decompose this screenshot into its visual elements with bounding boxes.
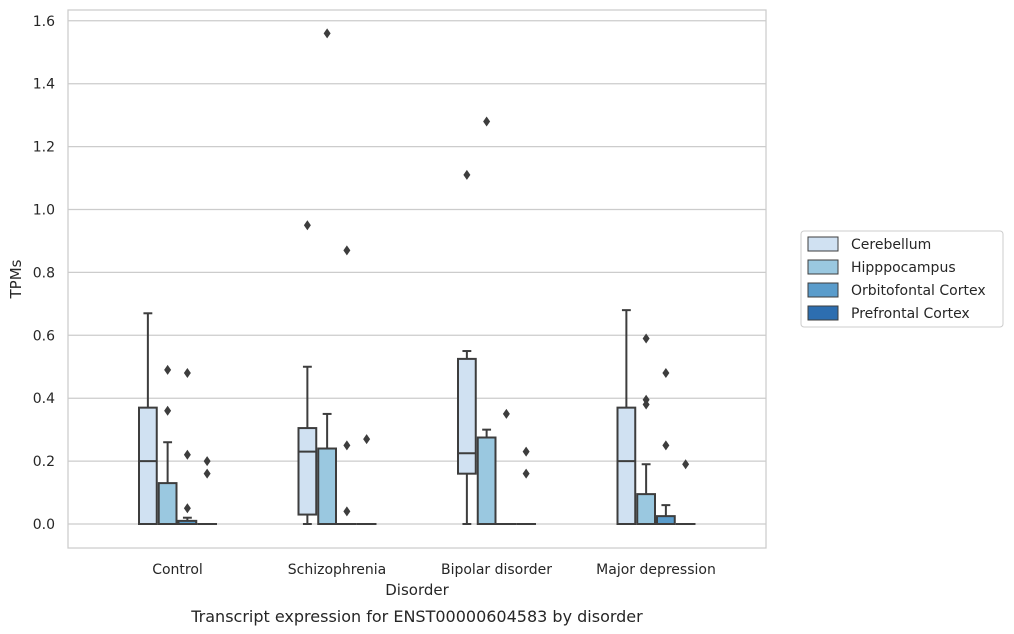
x-tick-label: Bipolar disorder bbox=[441, 562, 552, 578]
y-axis-ticks: 0.0 0.2 0.4 0.6 0.8 1.0 1.2 1.4 1.6 bbox=[33, 14, 55, 533]
box-group bbox=[356, 434, 377, 526]
outlier-point bbox=[483, 116, 491, 127]
outlier-point bbox=[183, 368, 191, 379]
y-tick-label: 1.2 bbox=[33, 140, 55, 156]
box-group bbox=[476, 116, 497, 526]
outlier-point bbox=[463, 169, 471, 180]
outlier-point bbox=[303, 220, 311, 231]
legend-swatch bbox=[807, 259, 839, 275]
outlier-point bbox=[502, 408, 510, 419]
box-group bbox=[675, 459, 696, 526]
box bbox=[656, 515, 676, 526]
box-group bbox=[197, 456, 217, 526]
x-axis-ticks: Control Schizophrenia Bipolar disorder Majo… bbox=[152, 562, 716, 578]
y-tick-label: 1.6 bbox=[33, 14, 55, 30]
outlier-point bbox=[183, 449, 191, 460]
outlier-point bbox=[343, 245, 351, 256]
outlier-point bbox=[363, 434, 371, 445]
outlier-point bbox=[662, 440, 670, 451]
box-plot-marks bbox=[138, 28, 696, 526]
box-group bbox=[516, 446, 536, 526]
outlier-point bbox=[343, 440, 351, 451]
y-tick-label: 0.4 bbox=[33, 391, 55, 407]
x-axis-label: Disorder bbox=[385, 581, 449, 599]
outlier-point bbox=[522, 446, 530, 457]
box bbox=[317, 447, 337, 525]
x-tick-label: Schizophrenia bbox=[288, 562, 386, 578]
outlier-point bbox=[164, 405, 172, 416]
outlier-point bbox=[343, 506, 351, 517]
gridlines bbox=[68, 20, 766, 525]
y-tick-label: 0.0 bbox=[33, 517, 55, 533]
outlier-point bbox=[682, 459, 690, 470]
outlier-point bbox=[323, 28, 331, 39]
y-axis-label: TPMs bbox=[7, 259, 25, 299]
box bbox=[476, 436, 497, 526]
box bbox=[138, 406, 158, 526]
box-group bbox=[297, 220, 318, 525]
legend-entry: Cerebellum bbox=[851, 237, 931, 253]
legend-swatch bbox=[807, 282, 839, 298]
chart-caption: Transcript expression for ENST0000060458… bbox=[190, 607, 643, 626]
box-group bbox=[317, 28, 337, 525]
outlier-point bbox=[183, 503, 191, 514]
y-tick-label: 1.4 bbox=[33, 77, 55, 93]
legend-entry: Prefrontal Cortex bbox=[851, 306, 970, 322]
outlier-point bbox=[662, 368, 670, 379]
y-tick-label: 0.6 bbox=[33, 328, 55, 344]
y-tick-label: 0.2 bbox=[33, 454, 55, 470]
legend-entry: Orbitofontal Cortex bbox=[851, 283, 986, 299]
box-group bbox=[177, 368, 198, 525]
box bbox=[157, 482, 178, 525]
y-tick-label: 0.8 bbox=[33, 265, 55, 281]
x-tick-label: Control bbox=[152, 562, 203, 578]
box-group bbox=[636, 333, 656, 525]
outlier-point bbox=[164, 364, 172, 375]
box bbox=[297, 427, 318, 516]
outlier-point bbox=[642, 399, 650, 410]
box bbox=[636, 493, 656, 525]
box-group bbox=[496, 408, 517, 526]
box-group bbox=[157, 364, 178, 525]
box-group bbox=[457, 169, 477, 525]
outlier-point bbox=[203, 456, 211, 467]
legend: Cerebellum Hipppocampus Orbitofontal Corte… bbox=[800, 230, 1004, 328]
box-group bbox=[616, 309, 637, 526]
plot-area-frame bbox=[67, 9, 767, 549]
legend-swatch bbox=[807, 305, 839, 321]
outlier-point bbox=[642, 333, 650, 344]
legend-frame bbox=[800, 230, 1004, 328]
box bbox=[457, 357, 477, 475]
box bbox=[616, 406, 637, 526]
legend-swatch bbox=[807, 236, 839, 252]
legend-entry: Hipppocampus bbox=[851, 260, 956, 276]
y-tick-label: 1.0 bbox=[33, 203, 55, 219]
outlier-point bbox=[522, 468, 530, 479]
outlier-point bbox=[203, 468, 211, 479]
x-tick-label: Major depression bbox=[596, 562, 716, 578]
box-group bbox=[138, 312, 158, 526]
box-group bbox=[337, 245, 357, 526]
box-group bbox=[656, 368, 676, 526]
